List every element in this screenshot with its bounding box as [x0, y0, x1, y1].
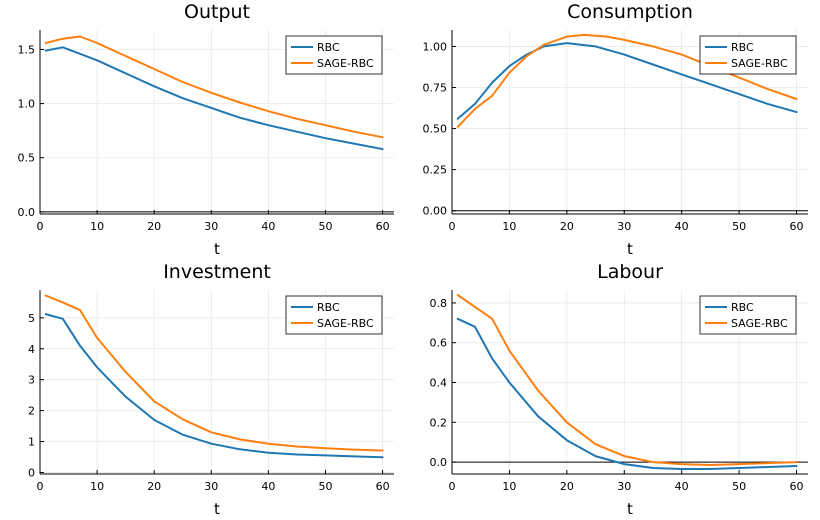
x-tick-label: 50 — [318, 220, 332, 233]
x-tick-label: 10 — [502, 480, 516, 493]
x-tick-label: 0 — [37, 220, 44, 233]
series-line-sage-rbc — [44, 294, 384, 452]
y-tick-label: 1.5 — [18, 43, 36, 56]
y-tick-label: 1.00 — [423, 40, 448, 53]
legend-entry: RBC — [731, 41, 754, 54]
y-tick-label: 3 — [28, 374, 35, 387]
x-tick-label: 10 — [90, 220, 104, 233]
legend-box — [699, 295, 797, 335]
x-tick-label: 30 — [204, 480, 218, 493]
panel-output: 0 10 20 30 40 50 60 0.0 0.5 1.0 1.5 Output t RBC SAGE-… — [18, 1, 394, 258]
x-tick-label: 20 — [560, 480, 574, 493]
x-tick-label: 30 — [617, 220, 631, 233]
y-tick-label: 0.6 — [430, 337, 448, 350]
x-axis-label: t — [214, 240, 220, 258]
y-tick-label: 0.50 — [423, 123, 448, 136]
y-tick-label: 0.2 — [430, 416, 448, 429]
x-tick-label: 50 — [732, 220, 746, 233]
y-tick-label: 0.75 — [423, 82, 448, 95]
x-tick-label: 20 — [560, 220, 574, 233]
x-tick-label: 60 — [790, 480, 804, 493]
legend-box — [285, 35, 383, 75]
series-line-rbc — [44, 46, 384, 151]
legend-entry: RBC — [317, 41, 340, 54]
x-tick-label: 20 — [147, 480, 161, 493]
y-tick-label: 1.0 — [18, 98, 36, 111]
chart-title: Output — [184, 1, 250, 23]
x-axis-label: t — [627, 240, 633, 258]
x-tick-label: 10 — [90, 480, 104, 493]
y-tick-label: 1 — [28, 436, 35, 449]
x-tick-label: 0 — [449, 220, 456, 233]
y-tick-label: 0.5 — [18, 152, 36, 165]
panel-investment: 0 10 20 30 40 50 60 0 1 2 3 4 5 Investment t RBC SAGE-RB… — [28, 261, 394, 518]
y-tick-label: 5 — [28, 312, 35, 325]
y-tick-label: 2 — [28, 405, 35, 418]
y-tick-label: 0.25 — [423, 164, 448, 177]
x-tick-label: 0 — [37, 480, 44, 493]
legend-box — [699, 35, 797, 75]
x-tick-label: 40 — [261, 220, 275, 233]
series-line-rbc — [44, 313, 384, 459]
y-tick-label: 0.00 — [423, 205, 448, 218]
y-tick-label: 0.0 — [430, 456, 448, 469]
legend-entry: SAGE-RBC — [317, 57, 374, 70]
x-tick-label: 30 — [617, 480, 631, 493]
x-tick-label: 60 — [376, 480, 390, 493]
series-line-rbc — [456, 42, 798, 120]
legend-entry: SAGE-RBC — [317, 317, 374, 330]
x-tick-label: 40 — [675, 480, 689, 493]
x-tick-label: 40 — [261, 480, 275, 493]
panel-consumption: 0 10 20 30 40 50 60 0.00 0.25 0.50 0.75 1.00 Consump… — [423, 1, 808, 258]
y-tick-label: 0.4 — [430, 376, 448, 389]
series-line-rbc — [456, 317, 798, 470]
legend-entry: RBC — [731, 301, 754, 314]
chart-title: Consumption — [567, 1, 693, 23]
panel-labour: 0 10 20 30 40 50 60 0.0 0.2 0.4 0.6 0.8 Labour t RBC SA… — [430, 261, 808, 518]
x-tick-label: 60 — [376, 220, 390, 233]
legend-entry: SAGE-RBC — [731, 57, 788, 70]
x-tick-label: 30 — [204, 220, 218, 233]
series-line-sage-rbc — [456, 294, 798, 466]
x-tick-label: 60 — [790, 220, 804, 233]
legend: RBC SAGE-RBC — [699, 35, 797, 75]
x-tick-label: 0 — [449, 480, 456, 493]
chart-title: Investment — [163, 261, 271, 283]
chart-title: Labour — [597, 261, 663, 283]
x-axis-label: t — [214, 500, 220, 518]
y-tick-label: 4 — [28, 343, 35, 356]
x-tick-label: 10 — [502, 220, 516, 233]
x-axis-label: t — [627, 500, 633, 518]
legend-entry: SAGE-RBC — [731, 317, 788, 330]
series-line-sage-rbc — [44, 35, 384, 139]
x-tick-label: 50 — [732, 480, 746, 493]
legend-box — [285, 295, 383, 335]
x-tick-label: 50 — [318, 480, 332, 493]
legend: RBC SAGE-RBC — [699, 295, 797, 335]
x-tick-label: 40 — [675, 220, 689, 233]
y-tick-label: 0 — [28, 466, 35, 479]
legend: RBC SAGE-RBC — [285, 35, 383, 75]
y-tick-label: 0.0 — [18, 206, 36, 219]
legend: RBC SAGE-RBC — [285, 295, 383, 335]
legend-entry: RBC — [317, 301, 340, 314]
y-tick-label: 0.8 — [430, 297, 448, 310]
x-tick-label: 20 — [147, 220, 161, 233]
